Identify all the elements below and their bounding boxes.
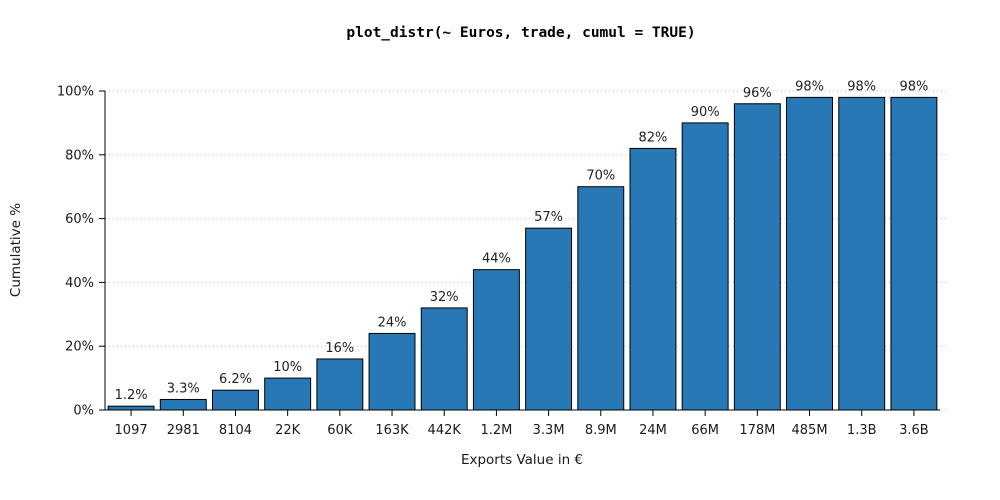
bar-3.6B <box>890 96 938 411</box>
bar-value-label: 82% <box>639 130 668 145</box>
bar-60K <box>316 358 364 411</box>
bar-8104 <box>212 389 259 411</box>
y-axis-title: Cumulative % <box>8 203 24 297</box>
x-tick-label: 3.3M <box>533 423 565 438</box>
y-axis: 0% 20% 40% 60% 80% 100% <box>57 85 106 419</box>
bar-178M <box>733 103 781 411</box>
y-tick-label: 80% <box>65 148 94 163</box>
x-tick-label: 1097 <box>115 423 148 438</box>
bar-8.9M <box>577 186 625 411</box>
x-tick-label: 22K <box>275 423 301 438</box>
bar-value-label: 98% <box>795 79 824 94</box>
x-tick-label: 8.9M <box>585 423 617 438</box>
x-tick-label: 66M <box>691 423 719 438</box>
bar-value-label: 32% <box>430 290 459 305</box>
bar-value-label: 57% <box>534 210 563 225</box>
bar-1.3B <box>838 96 886 411</box>
y-tick-label: 20% <box>65 340 94 355</box>
bar-value-label: 70% <box>586 169 615 184</box>
x-tick-label: 485M <box>792 423 828 438</box>
x-tick-label: 60K <box>327 423 353 438</box>
bar-value-label: 3.3% <box>167 381 200 396</box>
bar-3.3M <box>525 227 573 411</box>
bar-value-label: 16% <box>325 341 354 356</box>
x-axis: 1097 2981 8104 22K 60K 163K 442K 1.2M 3.3M 8.9M 24… <box>105 409 940 438</box>
bar-442K <box>420 307 468 411</box>
y-tick-label: 0% <box>73 404 94 419</box>
bar-66M <box>681 122 729 411</box>
bar-value-label: 96% <box>743 86 772 101</box>
bar-1.2M <box>472 269 520 411</box>
plot-area: 1.2% 3.3% 6.2% 10% 16% 24% 32% 44% 57% 70% 82% 90% 9… <box>57 79 947 438</box>
bar-value-label: 10% <box>273 360 302 375</box>
bar-485M <box>786 96 833 411</box>
bar-value-label: 98% <box>847 79 876 94</box>
x-tick-label: 1.2M <box>480 423 512 438</box>
bar-163K <box>368 332 416 411</box>
chart-title: plot_distr(~ Euros, trade, cumul = TRUE) <box>346 25 695 41</box>
bars: 1.2% 3.3% 6.2% 10% 16% 24% 32% 44% 57% 70% 82% 90% 9… <box>107 79 938 411</box>
x-tick-label: 178M <box>739 423 775 438</box>
x-tick-label: 163K <box>375 423 409 438</box>
y-tick-label: 60% <box>65 212 94 227</box>
bar-1097 <box>107 405 155 411</box>
bar-22K <box>264 377 312 411</box>
bar-value-label: 90% <box>691 105 720 120</box>
x-tick-label: 1.3B <box>847 423 877 438</box>
x-tick-label: 24M <box>639 423 667 438</box>
bar-24M <box>629 147 677 411</box>
bar-value-label: 24% <box>378 315 407 330</box>
bar-value-label: 98% <box>899 79 928 94</box>
bar-value-label: 6.2% <box>219 372 252 387</box>
x-tick-label: 3.6B <box>899 423 929 438</box>
bar-value-label: 1.2% <box>115 388 148 403</box>
x-tick-label: 8104 <box>219 423 252 438</box>
bar-2981 <box>159 398 207 411</box>
bar-value-label: 44% <box>482 252 511 267</box>
x-tick-label: 2981 <box>167 423 200 438</box>
x-tick-label: 442K <box>428 423 462 438</box>
x-axis-title: Exports Value in € <box>461 452 583 468</box>
y-tick-label: 100% <box>57 85 94 100</box>
y-tick-label: 40% <box>65 276 94 291</box>
